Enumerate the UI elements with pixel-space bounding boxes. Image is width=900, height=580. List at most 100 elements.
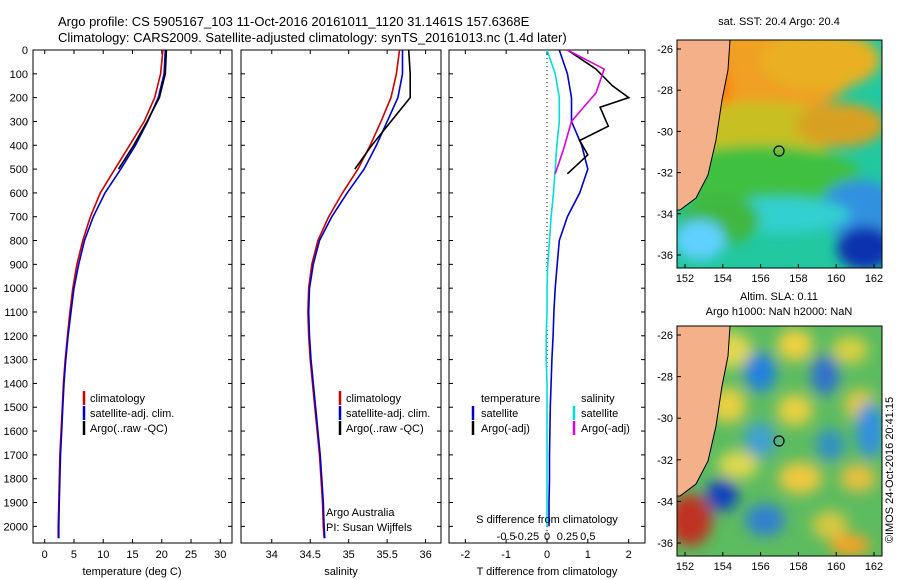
x-tick-label: 34 — [266, 549, 278, 561]
series-group — [307, 50, 412, 539]
depth-tick-label: 1000 — [4, 283, 28, 295]
depth-tick-label: 1800 — [4, 474, 28, 486]
lat-tick-label: -26 — [657, 330, 673, 342]
depth-tick-label: 100 — [10, 69, 28, 81]
difference-xlabel: T difference from climatology — [477, 566, 618, 578]
x-tick-label: -1 — [501, 549, 511, 561]
s-tick-label: 0.25 — [557, 531, 578, 543]
series-line-argo-raw-qc- — [354, 50, 412, 170]
salinity-legend: climatology satellite-adj. clim. Argo(..… — [338, 391, 430, 435]
depth-tick-label: 1300 — [4, 355, 28, 367]
depth-tick-label: 1500 — [4, 402, 28, 414]
x-tick-label: 15 — [126, 549, 138, 561]
x-tick-label: 0 — [544, 549, 550, 561]
depth-tick-label: 1900 — [4, 498, 28, 510]
series-line-satellite-adj-clim- — [307, 50, 404, 539]
x-tick-label: 20 — [156, 549, 168, 561]
difference-legend: temperature satellite Argo(-adj) salinit… — [471, 393, 630, 435]
lat-tick-label: -30 — [657, 126, 673, 138]
temperature-legend: climatology satellite-adj. clim. Argo(..… — [82, 391, 174, 435]
lon-tick-label: 154 — [714, 273, 732, 285]
legend-label-climatology: climatology — [90, 393, 146, 405]
legend-label-t-argo: Argo(-adj) — [481, 423, 530, 435]
x-tick-label: 30 — [214, 549, 226, 561]
x-tick-label: 35 — [343, 549, 355, 561]
argo-float-marker — [773, 435, 785, 447]
sla-map — [677, 326, 882, 556]
legend-label-satellite: satellite-adj. clim. — [346, 408, 430, 420]
s-tick-label: 0 — [544, 531, 550, 543]
lon-tick-label: 162 — [865, 561, 883, 573]
x-tick-label: 36 — [419, 549, 431, 561]
lat-tick-label: -36 — [657, 538, 673, 550]
depth-tick-label: 1100 — [4, 307, 28, 319]
series-line-argo-raw-qc- — [117, 50, 168, 170]
header-line-1: Argo profile: CS 5905167_103 11-Oct-2016… — [58, 14, 530, 29]
depth-tick-label: 400 — [10, 140, 28, 152]
series-line-t-satellite — [548, 50, 589, 527]
argo-float-marker — [773, 145, 785, 157]
legend-label-s-satellite: satellite — [581, 408, 618, 420]
sla-map-title-1: Altim. SLA: 0.11 — [740, 291, 818, 303]
difference-plot: -2 -1 0 1 2 -0.5-0.25 0 0.25 0.5 — [449, 49, 645, 561]
salinity-xlabel: salinity — [324, 566, 358, 578]
lon-tick-label: 156 — [751, 273, 769, 285]
lat-tick-label: -28 — [657, 85, 673, 97]
lon-tick-label: 156 — [751, 561, 769, 573]
x-tick-label: 25 — [185, 549, 197, 561]
lat-tick-label: -28 — [657, 372, 673, 384]
imos-credit: ©IMOS 24-Oct-2016 20:41:15 — [884, 397, 896, 543]
lon-tick-label: 154 — [714, 561, 732, 573]
lat-tick-label: -32 — [657, 455, 673, 467]
depth-tick-label: 300 — [10, 116, 28, 128]
pi-label: PI: Susan Wijffels — [326, 522, 412, 534]
salinity-panel-frame — [240, 49, 442, 544]
lon-tick-label: 152 — [676, 273, 694, 285]
depth-tick-label: 2000 — [4, 521, 28, 533]
lat-tick-label: -36 — [657, 250, 673, 262]
depth-tick-label: 800 — [10, 236, 28, 248]
x-tick-label: 35.5 — [376, 549, 397, 561]
argo-australia-label: Argo Australia — [326, 507, 395, 519]
depth-tick-label: 1400 — [4, 378, 28, 390]
x-tick-label: -2 — [460, 549, 470, 561]
legend-label-argo: Argo(..raw -QC) — [90, 423, 168, 435]
lon-tick-label: 160 — [827, 561, 845, 573]
sla-map-frame — [676, 325, 883, 557]
depth-tick-label: 1700 — [4, 450, 28, 462]
sst-map-ticks: 152 154 156 158 160 162 -26 -28 -30 -32 -34 -36 — [657, 44, 883, 285]
salinity-plot: 34 34.5 35 35.5 36 — [241, 49, 441, 561]
header-line-2: Climatology: CARS2009. Satellite-adjuste… — [58, 30, 567, 45]
x-tick-label: 34.5 — [300, 549, 321, 561]
lon-tick-label: 158 — [789, 273, 807, 285]
sst-map-title: sat. SST: 20.4 Argo: 20.4 — [718, 16, 840, 28]
x-tick-label: 1 — [585, 549, 591, 561]
legend-title-temperature: temperature — [481, 393, 540, 405]
series-group — [57, 50, 168, 539]
temperature-xlabel: temperature (deg C) — [82, 566, 181, 578]
depth-tick-label: 600 — [10, 188, 28, 200]
sst-map-frame — [676, 39, 883, 269]
series-group — [545, 50, 631, 527]
legend-label-satellite: satellite-adj. clim. — [90, 408, 174, 420]
x-tick-label: 5 — [71, 549, 77, 561]
lat-tick-label: -32 — [657, 168, 673, 180]
sst-map — [677, 40, 882, 268]
depth-tick-label: 1600 — [4, 426, 28, 438]
depth-tick-label: 700 — [10, 212, 28, 224]
series-line-s-satellite — [545, 50, 561, 527]
depth-tick-label: 500 — [10, 164, 28, 176]
legend-title-salinity: salinity — [581, 393, 615, 405]
s-tick-label: -0.25 — [514, 531, 539, 543]
sla-map-ticks: 152 154 156 158 160 162 -26 -28 -30 -32 -34 -36 — [657, 330, 883, 573]
sla-map-title-2: Argo h1000: NaN h2000: NaN — [706, 306, 853, 318]
lat-tick-label: -30 — [657, 413, 673, 425]
series-line-s-argo-adj- — [554, 50, 606, 175]
x-tick-label: 2 — [626, 549, 632, 561]
lat-tick-label: -34 — [657, 496, 673, 508]
lon-tick-label: 160 — [827, 273, 845, 285]
difference-top-label: S difference from climatology — [476, 514, 618, 526]
depth-axis: 0 100 200 300 400 500 600 700 800 900 1000 1100 1200… — [4, 45, 28, 533]
lon-tick-label: 162 — [865, 273, 883, 285]
